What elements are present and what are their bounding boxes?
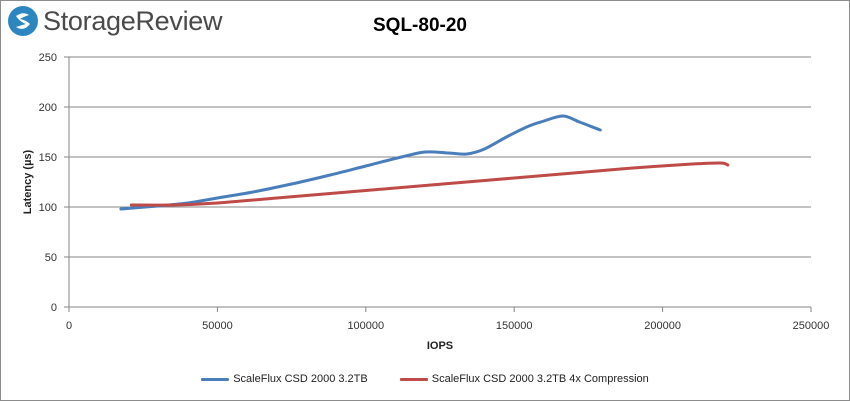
- logo-wordmark: StorageReview: [43, 5, 223, 36]
- y-tick-label: 100: [39, 202, 57, 214]
- x-axis-title: IOPS: [427, 340, 453, 352]
- x-tick-label: 50000: [202, 320, 233, 332]
- legend-label: ScaleFlux CSD 2000 3.2TB: [233, 373, 368, 385]
- chart-title: SQL-80-20: [373, 15, 467, 36]
- y-tick-label: 0: [51, 302, 57, 314]
- x-tick-label: 100000: [347, 320, 384, 332]
- legend-swatch: [399, 377, 428, 381]
- x-tick-label: 250000: [793, 320, 830, 332]
- y-tick-label: 150: [39, 152, 57, 164]
- y-tick-label: 250: [39, 52, 57, 64]
- legend-label: ScaleFlux CSD 2000 3.2TB 4x Compression: [431, 373, 649, 385]
- legend-swatch: [201, 377, 230, 381]
- series-line-2: [129, 161, 730, 207]
- chart-legend: ScaleFlux CSD 2000 3.2TB ScaleFlux CSD 20…: [1, 373, 849, 385]
- y-axis-title: Latency (µs): [22, 149, 34, 214]
- y-tick-label: 200: [39, 102, 57, 114]
- x-tick-label: 150000: [496, 320, 533, 332]
- legend-item-1: ScaleFlux CSD 2000 3.2TB: [201, 373, 368, 385]
- y-tick-label: 50: [45, 252, 57, 264]
- x-tick-label: 200000: [644, 320, 681, 332]
- legend-item-2: ScaleFlux CSD 2000 3.2TB 4x Compression: [399, 373, 649, 385]
- series-line-1: [119, 114, 602, 211]
- storagereview-logo: StorageReview: [7, 3, 223, 39]
- storagereview-logo-icon: [8, 6, 38, 36]
- x-tick-label: 0: [66, 320, 72, 332]
